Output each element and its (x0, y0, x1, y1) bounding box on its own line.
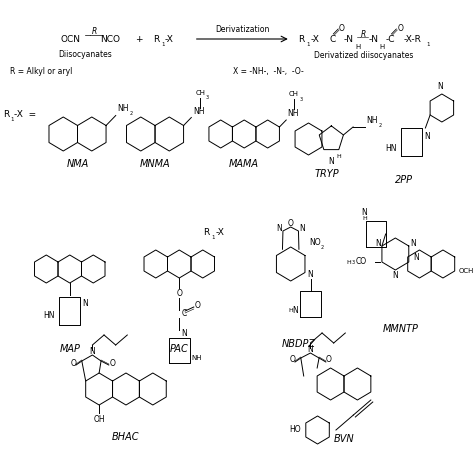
Text: -N: -N (368, 35, 378, 44)
Text: H: H (362, 216, 367, 220)
Text: MAMA: MAMA (229, 159, 259, 169)
Text: N: N (307, 270, 313, 279)
Text: MNMA: MNMA (140, 159, 170, 169)
Text: 1: 1 (10, 117, 14, 121)
Text: O: O (288, 219, 293, 228)
Text: TRYP: TRYP (314, 169, 339, 179)
Text: R: R (299, 35, 305, 44)
Text: C: C (329, 35, 336, 44)
Text: -X: -X (310, 35, 319, 44)
Text: H: H (336, 154, 341, 159)
Text: N: N (392, 271, 398, 280)
Text: N: N (424, 131, 430, 140)
Text: NMA: NMA (66, 159, 89, 169)
Text: R = Alkyl or aryl: R = Alkyl or aryl (9, 66, 72, 75)
Text: H: H (346, 259, 351, 264)
Text: O: O (397, 24, 403, 33)
Text: -X-R: -X-R (403, 35, 421, 44)
Text: NCO: NCO (100, 35, 120, 44)
Text: NH: NH (287, 109, 299, 118)
Text: Derivatized diisocyanates: Derivatized diisocyanates (314, 51, 413, 60)
Text: +: + (135, 35, 142, 44)
Text: N: N (362, 208, 367, 217)
Text: N: N (437, 82, 443, 91)
Text: O: O (176, 289, 182, 298)
Text: N: N (375, 239, 381, 248)
Text: N: N (90, 346, 95, 356)
Text: NH: NH (118, 104, 129, 113)
Text: NH: NH (192, 355, 202, 361)
Text: N: N (300, 224, 305, 233)
Text: 3: 3 (300, 97, 303, 101)
Text: O: O (290, 356, 296, 365)
Text: MAP: MAP (59, 344, 80, 354)
Text: R: R (203, 228, 210, 237)
Text: BVN: BVN (334, 434, 354, 444)
Text: X = -NH-,  -N-,  -O-: X = -NH-, -N-, -O- (233, 66, 303, 75)
Text: CH: CH (195, 90, 205, 95)
Text: NH: NH (193, 107, 205, 116)
Text: HO: HO (289, 426, 301, 435)
Text: O: O (195, 301, 201, 310)
Text: O: O (71, 358, 77, 367)
Text: MMNTP: MMNTP (382, 324, 418, 334)
Text: -X: -X (215, 228, 224, 237)
Text: PAC: PAC (170, 344, 189, 354)
Text: N: N (308, 345, 313, 354)
Text: NBDPZ: NBDPZ (282, 339, 316, 349)
Text: N: N (82, 299, 88, 308)
Text: Derivatization: Derivatization (215, 25, 269, 34)
Text: 3: 3 (352, 259, 355, 264)
Text: R: R (360, 29, 366, 38)
Text: R: R (3, 109, 9, 118)
Text: 1: 1 (426, 42, 430, 46)
Text: OCN: OCN (60, 35, 80, 44)
Text: 2PP: 2PP (395, 175, 413, 185)
Text: N: N (181, 329, 187, 338)
Text: NO: NO (309, 237, 321, 246)
Text: HN: HN (386, 144, 397, 153)
Text: CH: CH (289, 91, 299, 97)
Text: -N: -N (344, 35, 354, 44)
Text: 2: 2 (129, 111, 132, 116)
Text: 1: 1 (306, 42, 310, 46)
Text: O: O (110, 358, 116, 367)
Text: R: R (153, 35, 159, 44)
Text: 2: 2 (378, 123, 382, 128)
Text: O: O (326, 356, 332, 365)
Text: -X: -X (165, 35, 173, 44)
Text: NH: NH (367, 117, 378, 126)
Text: -X  =: -X = (14, 109, 36, 118)
Text: H: H (289, 308, 293, 313)
Text: OH: OH (93, 414, 105, 423)
Text: O: O (338, 24, 344, 33)
Text: 1: 1 (211, 235, 215, 239)
Text: H: H (356, 44, 361, 50)
Text: H: H (380, 44, 385, 50)
Text: Diisocyanates: Diisocyanates (58, 49, 112, 58)
Text: OCH: OCH (458, 268, 474, 274)
Text: N: N (292, 306, 298, 315)
Text: N: N (276, 224, 282, 233)
Text: N: N (328, 157, 334, 166)
Text: BHAC: BHAC (112, 432, 140, 442)
Text: N: N (413, 253, 419, 262)
Text: -C: -C (386, 35, 395, 44)
Text: C: C (181, 310, 186, 319)
Text: HN: HN (44, 311, 55, 320)
Text: 1: 1 (161, 42, 164, 46)
Text: N: N (410, 239, 416, 248)
Text: CO: CO (356, 257, 367, 266)
Text: 3: 3 (206, 95, 209, 100)
Text: 2: 2 (321, 245, 324, 249)
Text: R: R (91, 27, 97, 36)
